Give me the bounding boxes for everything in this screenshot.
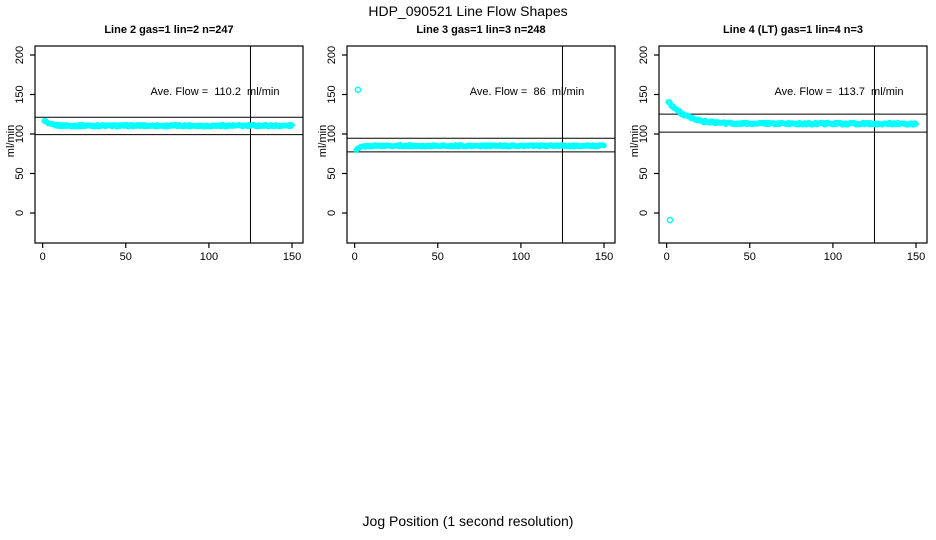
ave-flow-annotation-line4: Ave. Flow = 113.7 ml/min <box>774 86 904 98</box>
axes: 0 50 100 150 0 50 100 150 200 <box>638 45 928 263</box>
y-tick-label: 150 <box>14 85 26 103</box>
chart-title: HDP_090521 Line Flow Shapes <box>368 3 568 19</box>
x-tick-label: 50 <box>432 251 444 263</box>
data-point <box>289 122 295 128</box>
y-axis-label-line4: ml/min <box>629 124 641 158</box>
x-tick-label: 100 <box>512 251 530 263</box>
y-tick-label: 50 <box>14 167 26 179</box>
y-tick-label: 0 <box>638 210 650 216</box>
x-tick-label: 100 <box>200 251 218 263</box>
axes: 0 50 100 150 0 50 100 150 200 <box>14 45 304 263</box>
panel-title-line2: Line 2 gas=1 lin=2 n=247 <box>104 24 234 36</box>
reference-lines <box>659 46 927 243</box>
y-tick-label: 100 <box>326 125 338 143</box>
data-point <box>601 142 607 149</box>
y-tick-label: 200 <box>638 46 650 64</box>
plot-area-line2: 0 50 100 150 0 50 100 150 200 <box>14 45 304 263</box>
x-tick-label: 0 <box>352 251 358 263</box>
data-point <box>913 121 919 127</box>
x-tick-label: 150 <box>907 251 925 263</box>
y-tick-label: 50 <box>638 167 650 179</box>
outlier-point <box>666 216 674 224</box>
x-tick-label: 0 <box>664 251 670 263</box>
y-tick-label: 50 <box>326 167 338 179</box>
panel-line2: 0 50 100 150 0 50 100 150 200 Line 2 gas=1 lin=2… <box>0 0 312 300</box>
panel-title-line4: Line 4 (LT) gas=1 lin=4 n=3 <box>722 24 864 36</box>
x-tick-label: 50 <box>744 251 756 263</box>
ave-flow-annotation-line2: Ave. Flow = 110.2 ml/min <box>150 86 280 98</box>
outlier-point <box>354 86 362 94</box>
panel-line4: 0 50 100 150 0 50 100 150 200 Line 4 (LT) gas=1 … <box>624 0 936 300</box>
data-points <box>665 99 919 224</box>
y-axis-label-line3: ml/min <box>317 124 329 158</box>
x-tick-label: 100 <box>824 251 842 263</box>
reference-lines <box>35 46 303 243</box>
x-tick-label: 150 <box>595 251 613 263</box>
axes: 0 50 100 150 0 50 100 150 200 <box>326 45 616 263</box>
y-tick-label: 0 <box>326 210 338 216</box>
x-tick-label: 150 <box>283 251 301 263</box>
y-axis-label-line2: ml/min <box>5 124 17 158</box>
y-tick-label: 200 <box>14 46 26 64</box>
y-tick-label: 0 <box>14 210 26 216</box>
plot-area-line3: 0 50 100 150 0 50 100 150 200 <box>326 45 616 263</box>
y-tick-label: 200 <box>326 46 338 64</box>
y-tick-label: 150 <box>326 85 338 103</box>
data-point <box>288 123 294 130</box>
ave-flow-annotation-line3: Ave. Flow = 86 ml/min <box>469 86 585 98</box>
x-axis-label: Jog Position (1 second resolution) <box>362 513 574 529</box>
panel-title-line3: Line 3 gas=1 lin=3 n=248 <box>416 24 546 36</box>
data-points <box>353 86 607 154</box>
data-point <box>911 121 917 127</box>
x-tick-label: 0 <box>40 251 46 263</box>
panel-line3: 0 50 100 150 0 50 100 150 200 Line 3 gas=1 lin=3… <box>312 0 624 300</box>
y-tick-label: 150 <box>638 85 650 103</box>
plot-area-line4: 0 50 100 150 0 50 100 150 200 <box>638 45 928 263</box>
x-tick-label: 50 <box>120 251 132 263</box>
data-points <box>41 117 295 130</box>
y-tick-label: 100 <box>638 125 650 143</box>
y-tick-label: 100 <box>14 125 26 143</box>
